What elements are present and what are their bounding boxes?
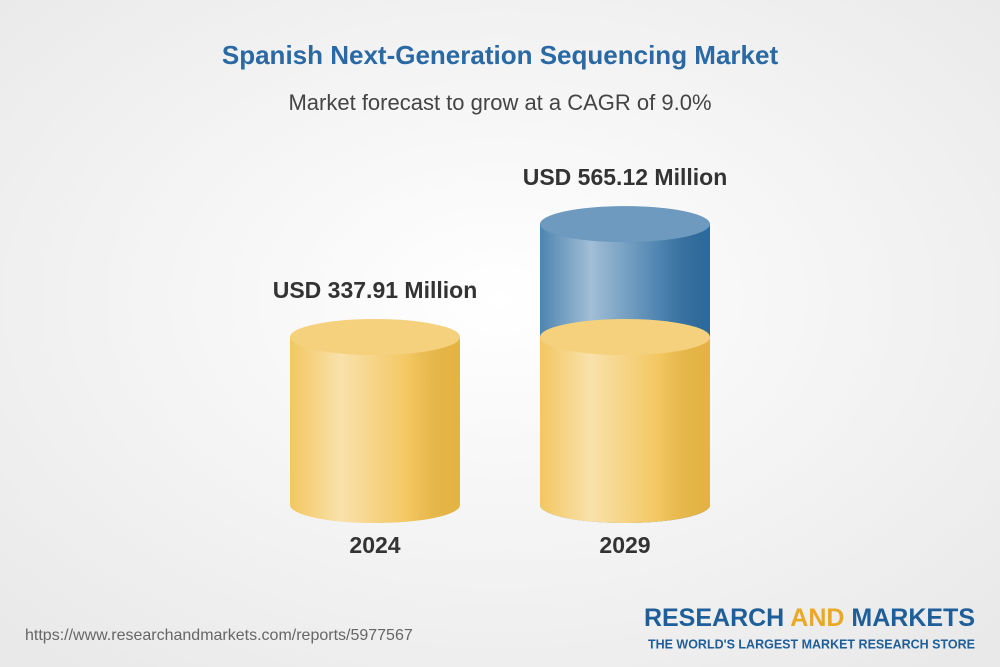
cylinder-top: [540, 206, 710, 243]
cylinder-top-light: [290, 319, 460, 356]
brand-part: MARKETS: [851, 604, 975, 632]
brand-part: RESEARCH: [644, 604, 784, 632]
x-tick-label: 2024: [349, 532, 400, 558]
value-label: USD 337.91 Million: [273, 277, 478, 303]
brand-part: AND: [790, 604, 844, 632]
cylinder-top-light: [540, 206, 710, 243]
source-url: https://www.researchandmarkets.com/repor…: [25, 627, 413, 644]
cylinder-top: [290, 319, 460, 356]
bar-shine: [290, 337, 460, 505]
chart-subtitle: Market forecast to grow at a CAGR of 9.0…: [288, 90, 711, 115]
x-tick-label: 2029: [599, 532, 650, 558]
cylinder-top: [540, 319, 710, 356]
tagline: THE WORLD'S LARGEST MARKET RESEARCH STOR…: [648, 637, 975, 651]
plot: USD 337.91 Million 2024 USD 565.12 Million…: [273, 164, 728, 558]
base-segment-shine: [540, 337, 710, 505]
chart-title: Spanish Next-Generation Sequencing Marke…: [222, 40, 779, 70]
value-label: USD 565.12 Million: [523, 164, 728, 190]
cylinder-top-light: [540, 319, 710, 356]
brand: RESEARCH AND MARKETS: [644, 604, 975, 632]
